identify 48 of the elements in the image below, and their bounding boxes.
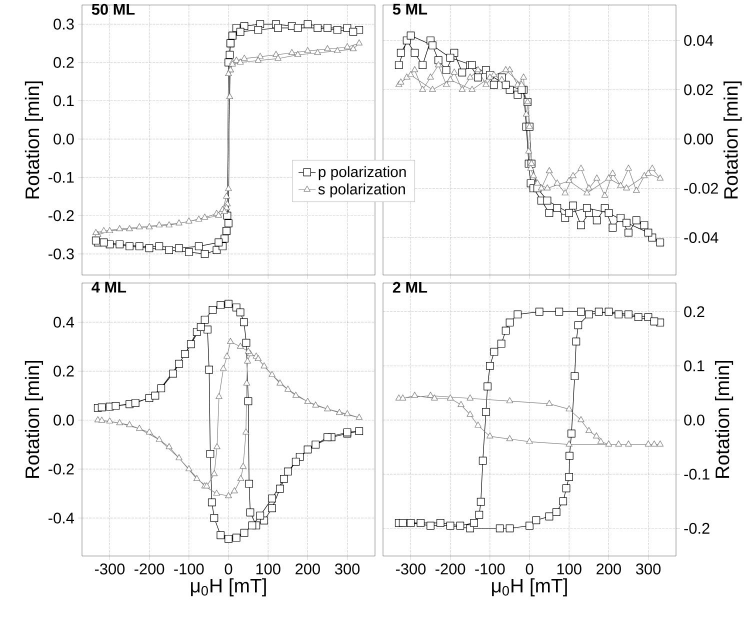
- x-tick-label: -100: [475, 564, 505, 574]
- y-tick-label: -0.2: [684, 522, 710, 534]
- x-tick-label: 300: [335, 564, 360, 574]
- y-tick-label: -0.4: [48, 512, 74, 524]
- chart-title: 50 ML: [92, 4, 135, 15]
- y-tick-label: 0.1: [684, 360, 704, 372]
- y-tick-label: -0.3: [48, 248, 74, 260]
- y-tick-label: 0.04: [684, 35, 714, 46]
- y-tick-label: 0.0: [54, 134, 74, 145]
- y-tick-label: -0.2: [48, 464, 74, 475]
- x-tick-label: 100: [557, 564, 582, 574]
- y-tick-label: 0.00: [684, 134, 713, 144]
- x-tick-label: 300: [636, 564, 661, 574]
- y-tick-label: -0.02: [684, 182, 718, 194]
- y-tick-label: 0.02: [684, 84, 713, 96]
- x-tick-label: -200: [436, 564, 466, 574]
- legend-label: s polarization: [318, 183, 405, 198]
- x-tick-label: 0: [526, 564, 534, 574]
- y-tick-label: 0.1: [54, 95, 74, 106]
- x-tick-label: 0: [224, 564, 232, 574]
- y-tick-label: -0.04: [684, 232, 718, 244]
- y-axis-title: Rotation [min]: [24, 81, 44, 198]
- x-tick-label: -200: [134, 564, 164, 574]
- y-tick-label: 0.0: [54, 414, 74, 426]
- y-tick-label: 0.0: [684, 414, 704, 426]
- y-tick-label: -0.1: [48, 172, 74, 183]
- x-tick-label: 100: [256, 564, 280, 574]
- y-axis-title: Rotation [min]: [724, 81, 742, 198]
- y-tick-label: 0.2: [54, 366, 74, 377]
- y-tick-label: -0.2: [48, 210, 74, 222]
- x-tick-label: -300: [396, 564, 426, 574]
- x-tick-label: -100: [174, 564, 204, 574]
- y-axis-title: Rotation [min]: [24, 360, 44, 478]
- y-tick-label: 0.4: [54, 316, 74, 328]
- x-tick-label: 200: [596, 564, 621, 574]
- y-tick-label: -0.1: [684, 468, 710, 480]
- y-tick-label: 0.3: [54, 18, 74, 30]
- chart-title: 5 ML: [392, 4, 428, 15]
- y-tick-label: 0.2: [54, 56, 74, 68]
- x-tick-label: -300: [94, 564, 125, 574]
- chart-title: 2 ML: [392, 282, 428, 293]
- chart-title: 4 ML: [92, 282, 126, 293]
- y-axis-title: Rotation [min]: [714, 360, 734, 478]
- x-axis-title: μ$_{0}$H [mT]: [492, 578, 567, 596]
- y-tick-label: 0.2: [684, 306, 704, 318]
- legend-label: p polarization: [318, 166, 406, 180]
- x-axis-title: μ$_{0}$H [mT]: [191, 578, 266, 596]
- x-tick-label: 200: [296, 564, 320, 574]
